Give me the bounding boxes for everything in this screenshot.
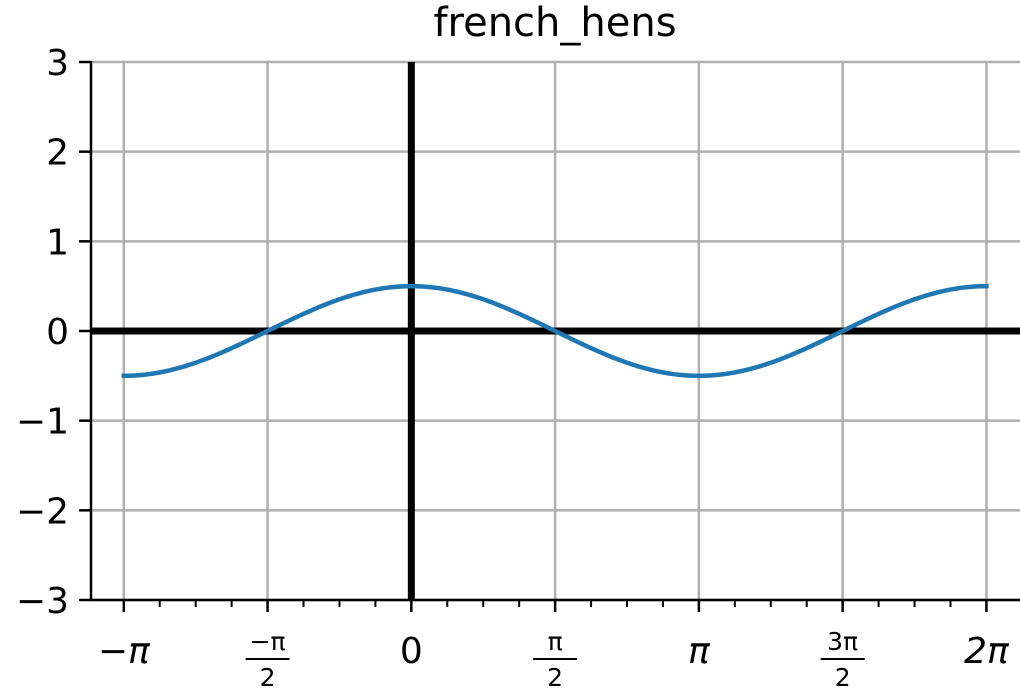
series-line-0	[121, 283, 989, 379]
x-tick-label: π	[688, 631, 711, 672]
y-tick-label: −1	[16, 402, 69, 443]
ticks	[79, 60, 988, 612]
x-tick-label-denominator: 2	[547, 663, 563, 692]
x-tick-label-fraction: −π 2	[245, 627, 290, 692]
x-tick-label: 2π	[964, 631, 1010, 672]
y-tick-label: 1	[46, 222, 69, 263]
y-tick-label: 0	[46, 312, 69, 353]
x-tick-label-numerator: π	[548, 627, 563, 656]
y-tick-label: −2	[16, 491, 69, 532]
y-tick-label: 2	[46, 133, 69, 174]
chart-title: french_hens	[433, 0, 676, 46]
x-tick-label: −π	[98, 631, 151, 672]
x-tick-label-numerator: 3π	[827, 627, 858, 656]
x-tick-label-fraction: π2	[533, 627, 578, 692]
x-tick-label-numerator: −π	[250, 627, 286, 656]
y-tick-label: −3	[16, 581, 69, 622]
series-layer	[121, 283, 989, 379]
x-tick-label-denominator: 2	[260, 663, 276, 692]
x-tick-label-denominator: 2	[835, 663, 851, 692]
y-tick-label: 3	[46, 43, 69, 84]
x-tick-label: 0	[400, 631, 423, 672]
x-tick-label-fraction: 3π2	[820, 627, 865, 692]
